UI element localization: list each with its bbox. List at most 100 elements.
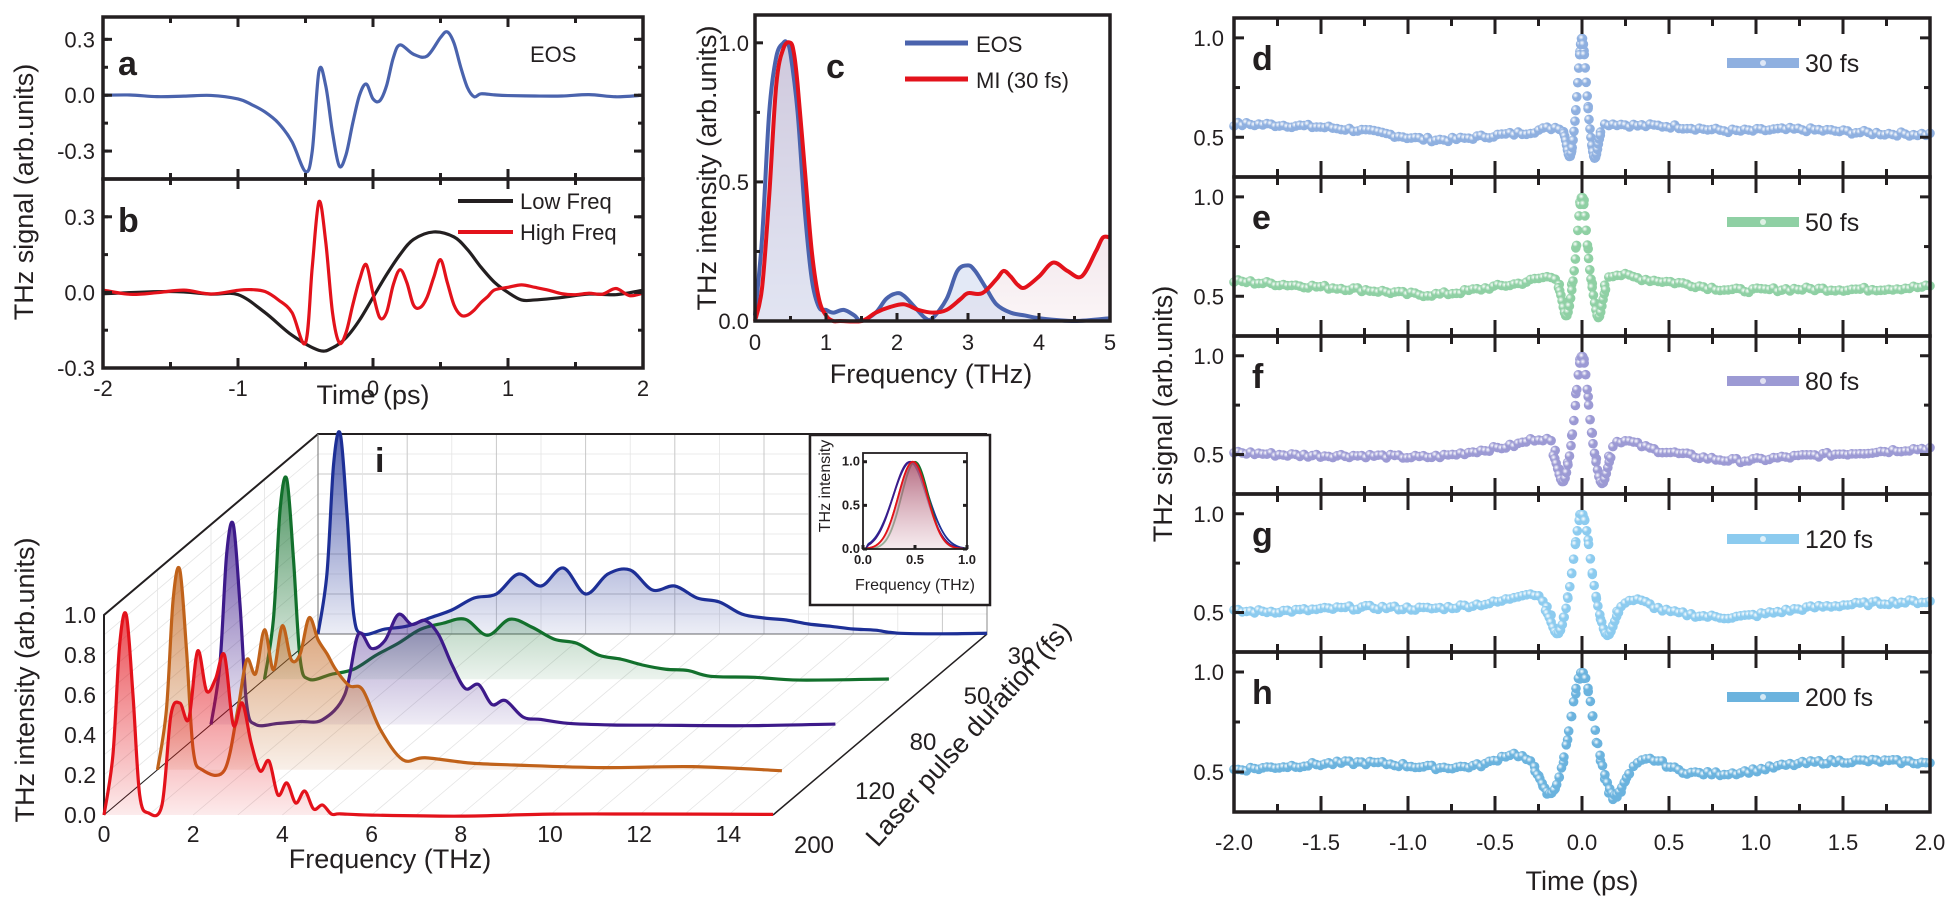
legend-label-low-freq: Low Freq xyxy=(520,189,612,214)
data-point xyxy=(1566,711,1576,722)
legend-label: 120 fs xyxy=(1805,526,1873,554)
x-tick-label: 0.5 xyxy=(1654,830,1685,855)
x-tick-label: 12 xyxy=(626,821,652,847)
x-tick-label: 2 xyxy=(637,376,649,401)
panel-i-letter: i xyxy=(375,442,384,480)
data-point xyxy=(1580,63,1591,73)
c-xlabel: Frequency (THz) xyxy=(830,359,1033,389)
panel-b-legend: Low Freq High Freq xyxy=(458,189,617,245)
legend-marker xyxy=(1760,60,1766,66)
x-tick-label: 0 xyxy=(749,330,761,355)
data-point xyxy=(1566,440,1576,451)
data-point xyxy=(1564,451,1575,461)
y-tick-label: 0.0 xyxy=(64,280,95,305)
y-tick-label: 1.0 xyxy=(718,31,749,56)
panel-a-annotation: EOS xyxy=(530,42,576,67)
data-point xyxy=(1565,581,1575,592)
dh-ylabel: THz signal (arb.units) xyxy=(1148,286,1178,543)
axis-edge xyxy=(772,633,988,816)
panel-h: 1.0 0.5 h 200 fs xyxy=(1193,650,1935,814)
data-point xyxy=(1563,593,1573,603)
ab-ylabel: THz signal (arb.units) xyxy=(9,64,39,321)
data-point xyxy=(1583,683,1593,694)
x-tick-label: 3 xyxy=(962,330,974,355)
z-tick-label: 30 xyxy=(1008,643,1035,670)
plot-frame xyxy=(753,13,1112,323)
legend-label-eos: EOS xyxy=(976,32,1022,57)
data-point xyxy=(1569,266,1579,276)
y-tick-label: 0.0 xyxy=(64,83,95,108)
data-point xyxy=(1580,211,1590,221)
series-30-fs xyxy=(316,430,988,637)
data-point xyxy=(1582,91,1592,101)
legend-marker xyxy=(1760,219,1766,225)
x-tick-label: 2 xyxy=(891,330,903,355)
data-point xyxy=(1570,254,1581,264)
y-tick-label: -0.3 xyxy=(57,356,95,381)
inset-y-tick-label: 0.5 xyxy=(842,497,860,512)
y-tick-label: 0.5 xyxy=(1193,760,1224,785)
x-tick-label: 4 xyxy=(276,821,289,847)
data-point xyxy=(1561,740,1572,750)
data-point xyxy=(1563,460,1573,470)
y-tick-label: 0.0 xyxy=(718,309,749,334)
data-point xyxy=(1593,601,1603,611)
inset-plot-frame xyxy=(862,452,968,550)
data-point xyxy=(1579,199,1589,210)
data-point xyxy=(1581,77,1591,88)
data-point xyxy=(1567,142,1577,153)
data-point xyxy=(1580,369,1591,380)
series-80-fs xyxy=(209,520,836,728)
panel-f: 1.0 0.5 f 80 fs xyxy=(1193,334,1935,496)
x-tick-label: -2.0 xyxy=(1215,830,1253,855)
inset-y-tick-label: 0.0 xyxy=(842,541,860,556)
data-point xyxy=(1600,769,1610,780)
panel-b: b Low Freq High Freq 0.3 0.0 -0.3-2 -1 0 1 2 xyxy=(57,177,649,401)
series-high-freq xyxy=(102,199,644,346)
data-point xyxy=(1571,683,1581,694)
plot-frame xyxy=(1232,650,1932,814)
data-point xyxy=(1568,135,1578,145)
data-point xyxy=(1569,415,1579,426)
x-tick-label: 10 xyxy=(537,821,563,847)
data-point xyxy=(1580,515,1590,526)
z-tick-label: 120 xyxy=(855,778,895,805)
y-tick-label: 0.5 xyxy=(1193,601,1224,626)
x-tick-label: -0.5 xyxy=(1476,830,1514,855)
data-point xyxy=(1570,539,1581,550)
y-tick-label: 0.4 xyxy=(64,722,96,748)
y-tick-label: 0.6 xyxy=(64,682,96,708)
data-point xyxy=(1578,39,1589,50)
data-point xyxy=(1571,105,1581,115)
x-tick-label: 1 xyxy=(502,376,514,401)
data-point xyxy=(1556,763,1567,773)
y-tick-label: 1.0 xyxy=(1193,344,1224,369)
legend-label: 30 fs xyxy=(1805,50,1859,78)
data-point xyxy=(1582,240,1593,250)
panel-d: 1.0 0.5 d 30 fs xyxy=(1193,16,1935,179)
i-zlabel: Laser pulse duration (fs) xyxy=(860,616,1077,852)
legend-marker xyxy=(1760,536,1766,542)
data-point xyxy=(1590,725,1601,735)
data-point xyxy=(1580,673,1591,683)
dh-xlabel: Time (ps) xyxy=(1526,866,1639,896)
data-point xyxy=(1551,779,1562,790)
data-point xyxy=(1579,49,1590,60)
y-tick-label: 0.5 xyxy=(1193,443,1224,468)
data-point xyxy=(1554,772,1564,782)
data-point xyxy=(1573,77,1583,88)
data-point xyxy=(1579,358,1589,368)
panel-letter: f xyxy=(1252,358,1264,396)
x-tick-label: 14 xyxy=(716,821,742,847)
data-point xyxy=(1565,293,1576,304)
data-point xyxy=(1605,452,1616,463)
series-eos xyxy=(102,30,644,174)
data-point xyxy=(1600,284,1611,295)
plot-frame xyxy=(101,177,645,370)
data-point xyxy=(1563,726,1574,736)
series-line xyxy=(102,611,774,818)
series-line xyxy=(262,475,889,682)
x-tick-label: -1.5 xyxy=(1302,830,1340,855)
y-tick-label: -0.3 xyxy=(57,139,95,164)
data-point xyxy=(1591,591,1601,602)
